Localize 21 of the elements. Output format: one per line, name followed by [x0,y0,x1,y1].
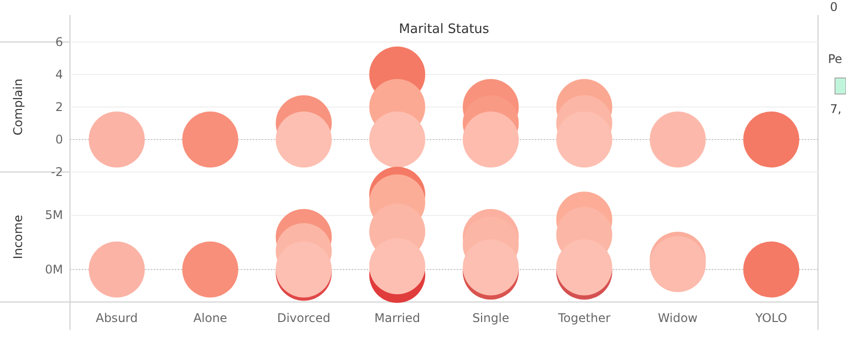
text: Pe [828,52,842,66]
y-tick-label: -2 [51,164,63,179]
x-tick-label: Alone [193,310,228,325]
x-tick-label: YOLO [754,310,788,325]
y-axis-title: Complain [11,78,25,136]
y-tick-label: 6 [55,34,63,49]
text: 7, [830,102,842,116]
y-tick-label: 5M [45,208,63,222]
x-tick-label: Married [374,310,420,325]
x-tick-label: Divorced [277,310,330,325]
y-tick-label: 0M [45,262,63,276]
y-tick-label: 4 [55,67,63,82]
x-tick-label: Absurd [96,310,138,325]
y-axis-title: Income [11,214,25,260]
y-tick-label: 2 [55,100,63,114]
x-tick-label: Single [472,310,510,325]
x-tick-label: Together [557,310,610,325]
x-tick-label: Widow [658,310,698,325]
y-tick-label: 0 [55,132,63,146]
chart-title: Marital Status [398,22,490,37]
text: 0 [830,0,838,14]
